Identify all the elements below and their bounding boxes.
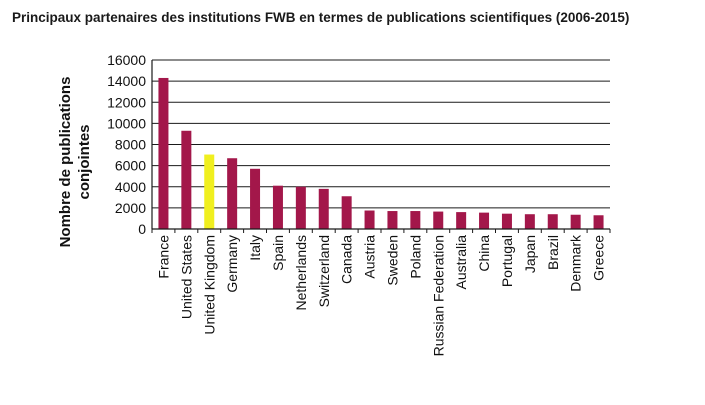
category-label: United States [178,235,194,319]
y-tick-label: 16000 [107,52,146,68]
bar-australia [456,212,467,229]
y-axis-label-line2: conjointes [76,124,93,199]
category-label: United Kingdom [201,235,217,335]
category-label: Sweden [384,235,400,286]
bar-canada [341,196,352,229]
category-label: Greece [591,235,607,281]
y-tick-label: 8000 [115,137,146,153]
bar-germany [227,158,238,229]
category-label: Netherlands [293,235,309,311]
bar-switzerland [318,188,329,229]
category-label: China [476,235,492,272]
y-tick-label: 12000 [107,94,146,110]
bar-italy [250,168,261,229]
bar-brazil [547,214,558,229]
category-label: Switzerland [316,235,332,307]
y-tick-label: 2000 [115,200,146,216]
category-label: Germany [224,235,240,293]
bar-united-kingdom [204,154,215,229]
chart-title: Principaux partenaires des institutions … [12,10,630,25]
bar-austria [364,210,375,229]
category-label: Canada [339,235,355,284]
bar-united-states [181,130,192,229]
y-tick-labels: 0 2000 4000 6000 8000 10000 12000 14000 16000 [107,52,146,237]
y-tick-label: 6000 [115,158,146,174]
y-tick-label: 10000 [107,115,146,131]
bar-france [158,77,169,229]
bars [158,77,604,229]
gridlines [152,59,610,209]
category-label: Italy [247,235,263,261]
bar-poland [410,211,421,229]
category-label: Japan [522,235,538,273]
bar-spain [272,185,283,229]
x-category-labels: France United States United Kingdom Germany… [155,234,606,356]
category-label: Brazil [545,235,561,270]
y-axis-label-line1: Nombre de publications [57,77,74,248]
bar-greece [593,215,604,229]
bar-china [479,212,490,229]
y-tick-label: 14000 [107,73,146,89]
axes [151,60,611,233]
bar-portugal [501,213,512,229]
category-label: Portugal [499,235,515,287]
category-label: Austria [362,235,378,279]
category-label: Russian Federation [430,235,446,356]
bar-japan [524,214,535,229]
y-tick-label: 0 [138,221,146,237]
bar-sweden [387,211,398,229]
category-label: Australia [453,235,469,290]
bar-netherlands [295,186,306,229]
category-label: Poland [407,235,423,279]
category-label: France [155,235,171,279]
y-tick-label: 4000 [115,179,146,195]
category-label: Denmark [568,234,584,292]
category-label: Spain [270,235,286,271]
bar-russian-federation [433,211,444,229]
bar-denmark [570,214,581,229]
